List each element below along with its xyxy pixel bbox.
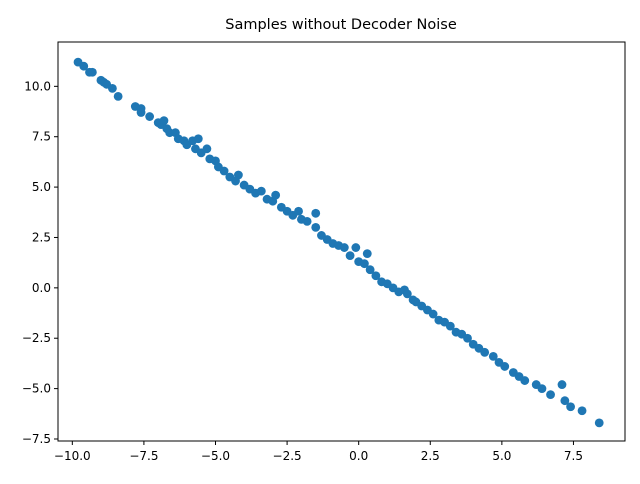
x-tick-label: −2.5 xyxy=(273,449,302,463)
points-layer xyxy=(73,57,604,428)
data-point xyxy=(537,384,547,394)
data-point xyxy=(87,67,97,77)
data-point xyxy=(480,347,490,357)
x-tick-label: −5.0 xyxy=(201,449,230,463)
data-point xyxy=(428,309,438,319)
data-point xyxy=(360,259,369,269)
data-point xyxy=(113,92,123,101)
data-point xyxy=(271,190,281,200)
data-point xyxy=(234,170,243,180)
y-tick-label: 5.0 xyxy=(32,180,51,194)
x-tick-label: −10.0 xyxy=(54,449,91,463)
data-point xyxy=(79,61,89,71)
data-point xyxy=(311,208,321,218)
data-point xyxy=(546,390,555,400)
data-point xyxy=(256,186,266,196)
x-tick-label: 7.5 xyxy=(564,449,583,463)
data-point xyxy=(345,251,355,261)
data-point xyxy=(577,406,587,416)
data-point xyxy=(488,351,498,361)
y-tick-label: 0.0 xyxy=(32,281,51,295)
y-tick-label: −2.5 xyxy=(22,331,51,345)
data-point xyxy=(362,249,372,258)
x-tick-label: 5.0 xyxy=(492,449,511,463)
axes-layer xyxy=(57,41,626,442)
x-tick-label: 0.0 xyxy=(349,449,368,463)
data-point xyxy=(566,402,575,412)
data-point xyxy=(594,418,604,428)
x-axis-ticks: −10.0 −7.5 −5.0 −2.5 0.0 2.5 5.0 7.5 xyxy=(54,441,583,463)
data-point xyxy=(557,380,567,389)
data-point xyxy=(136,108,146,117)
plot-frame xyxy=(57,41,626,442)
y-tick-label: 10.0 xyxy=(24,79,51,93)
data-point xyxy=(145,112,155,121)
data-point xyxy=(365,265,375,275)
chart-title: Samples without Decoder Noise xyxy=(225,17,457,33)
x-tick-label: 2.5 xyxy=(421,449,440,463)
data-point xyxy=(311,222,321,232)
y-tick-label: −7.5 xyxy=(22,432,51,446)
data-point xyxy=(294,206,303,216)
data-point xyxy=(445,321,455,331)
data-point xyxy=(202,144,212,154)
data-point xyxy=(463,333,472,343)
y-axis-ticks: −7.5 −5.0 −2.5 0.0 2.5 5.0 7.5 10.0 xyxy=(22,79,58,446)
x-tick-label: −7.5 xyxy=(129,449,158,463)
data-point xyxy=(193,134,203,144)
data-point xyxy=(402,289,412,299)
y-tick-label: 7.5 xyxy=(32,130,51,144)
data-point xyxy=(302,216,312,226)
data-point xyxy=(520,376,530,385)
data-point xyxy=(108,83,117,93)
y-tick-label: −5.0 xyxy=(22,382,51,396)
data-point xyxy=(219,166,229,176)
y-tick-label: 2.5 xyxy=(32,230,51,244)
data-point xyxy=(560,396,570,406)
data-point xyxy=(500,362,510,371)
data-point xyxy=(351,243,361,252)
data-point xyxy=(159,116,169,125)
data-point xyxy=(371,271,381,281)
data-point xyxy=(339,243,349,252)
